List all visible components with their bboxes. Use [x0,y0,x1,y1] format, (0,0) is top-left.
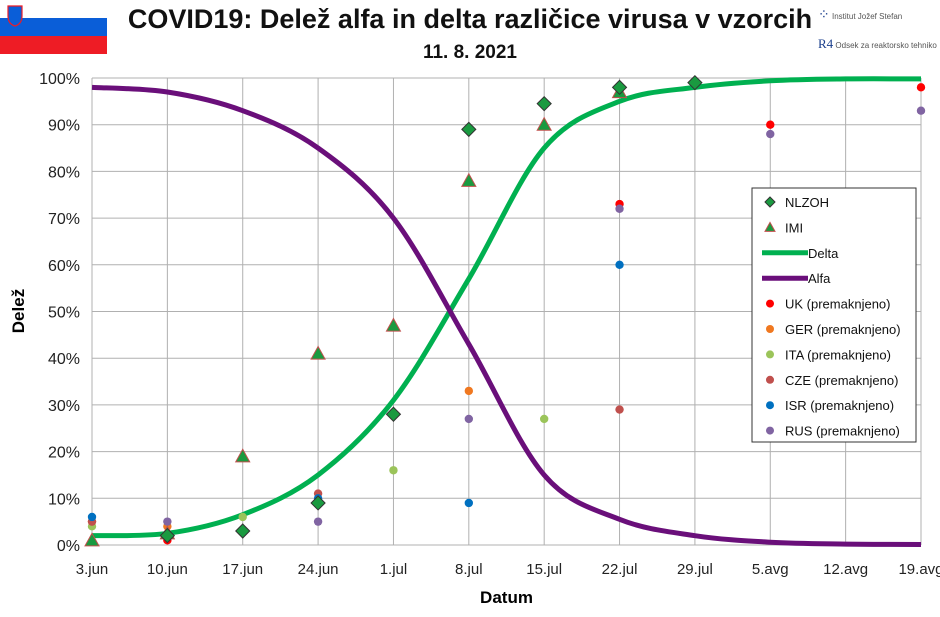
nlzoh-point [310,495,326,511]
ita-point [238,512,247,522]
x-tick-label: 8.jul [455,561,483,578]
chart-date: 11. 8. 2021 [422,42,518,63]
legend-isr-swatch [766,401,774,410]
x-tick-label: 5.avg [752,561,789,578]
legend-ita-label: ITA (premaknjeno) [785,347,891,362]
imi-point [385,317,402,332]
rus-point [916,106,926,115]
x-tick-label: 10.jun [147,561,188,578]
ita-point [539,414,549,424]
legend-alfa-label: Alfa [808,271,831,286]
legend-cze-swatch [766,375,774,384]
rus-point [464,414,474,424]
nlzoh-point [385,406,402,422]
imi-point [536,116,553,131]
y-axis-label: Delež [9,289,28,333]
nlzoh-point [536,95,552,112]
y-tick-label: 40% [48,351,80,368]
nlzoh-point [235,523,251,539]
rus-point [615,204,624,213]
legend-uk-swatch [766,299,774,308]
y-tick-label: 30% [48,398,80,415]
imi-point [84,532,100,547]
legend-uk-label: UK (premaknjeno) [785,297,891,312]
nlzoh-point [687,74,703,91]
legend-ita-swatch [766,350,774,359]
x-axis-label: Datum [480,588,533,607]
y-tick-label: 70% [48,211,80,228]
rus-point [313,517,323,526]
legend-imi-swatch [764,221,776,232]
cze-point [615,405,624,414]
nlzoh-point [461,121,477,138]
legend-nlzoh-swatch [764,196,776,208]
isr-point [464,498,474,508]
r4-logo: R4 Odsek za reaktorsko tehniko [818,36,937,51]
chart-title: COVID19: Delež alfa in delta različice v… [127,4,813,34]
isr-point [615,260,624,269]
rus-point [766,129,775,139]
legend-nlzoh-label: NLZOH [785,195,829,210]
uk-point [916,83,926,92]
imi-point [234,448,251,463]
x-tick-label: 12.avg [823,561,868,578]
legend [751,187,917,443]
nlzoh-point [159,527,176,544]
x-tick-label: 1.jul [380,561,408,578]
x-tick-label: 15.jul [526,561,562,578]
legend-rus-label: RUS (premaknjeno) [785,424,900,439]
nlzoh-point [611,79,628,96]
y-tick-label: 90% [48,118,80,135]
legend-ger-swatch [766,325,774,333]
legend-delta-label: Delta [808,246,839,261]
ijs-logo: ⁘ Institut Jožef Stefan [818,6,903,22]
legend-imi-label: IMI [785,220,803,235]
y-tick-label: 10% [48,491,80,508]
ita-point [389,466,398,475]
alfa-line [91,84,922,548]
y-tick-label: 100% [39,71,80,88]
legend-cze-label: CZE (premaknjeno) [785,373,898,388]
isr-point [87,512,97,522]
x-tick-label: 19.avg [898,561,940,578]
ger-point [464,386,474,396]
rus-point [163,517,172,526]
legend-rus-swatch [766,426,774,435]
y-tick-label: 20% [48,445,80,462]
legend-isr-label: ISR (premaknjeno) [785,398,894,413]
x-tick-label: 24.jun [298,561,339,578]
imi-point [460,172,477,187]
y-tick-label: 60% [48,258,80,275]
x-tick-label: 29.jul [677,561,713,578]
x-tick-label: 17.jun [222,561,263,578]
y-tick-label: 80% [48,164,80,181]
legend-ger-label: GER (premaknjeno) [785,322,901,337]
uk-point [766,120,775,129]
x-tick-label: 22.jul [602,561,638,578]
x-tick-label: 3.jun [76,561,109,578]
imi-point [310,345,326,360]
slovenia-flag [0,0,107,54]
y-tick-label: 0% [57,538,80,555]
y-tick-label: 50% [48,305,80,322]
